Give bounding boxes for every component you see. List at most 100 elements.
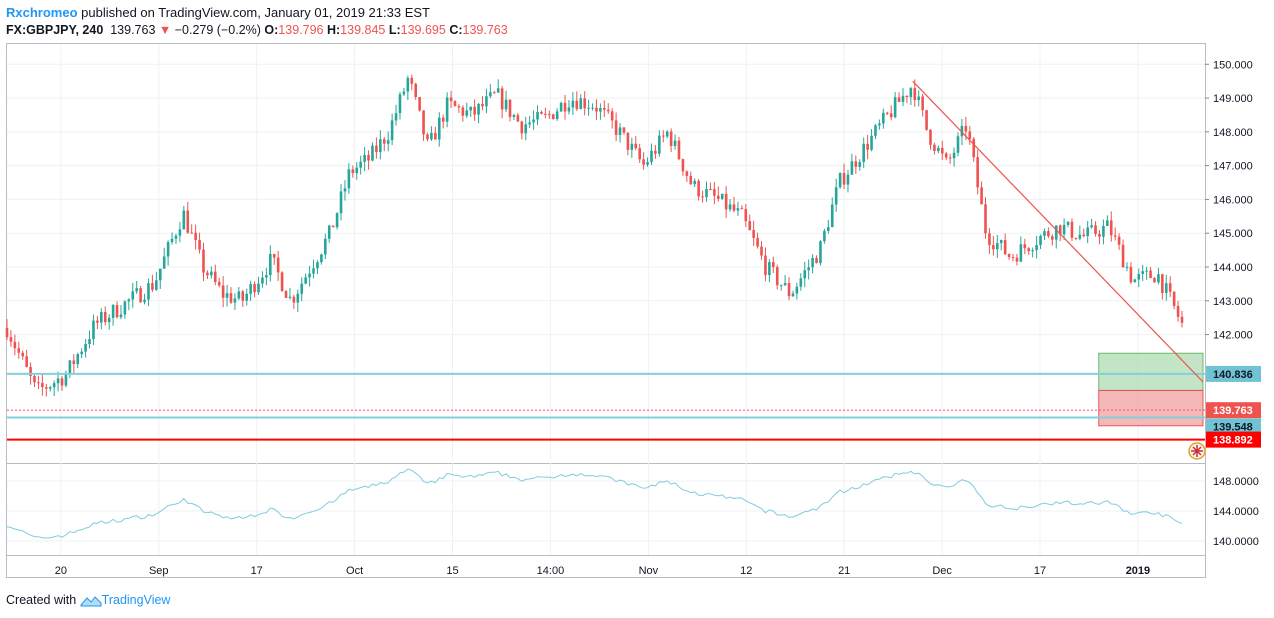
candle-body [551,114,555,119]
candle-body [548,114,551,116]
candle-body [996,243,999,250]
candle-body [80,351,83,355]
candle-body [48,387,52,389]
last-price: 139.763 [110,23,156,37]
candle-body [646,162,649,165]
candle-body [1007,254,1011,258]
candle-body [882,112,885,124]
price-level-badge [1206,365,1261,382]
time-tick-label: Sep [149,565,169,577]
candle-body [1157,274,1160,283]
time-tick-label: Oct [346,565,363,577]
candle-body [937,147,940,152]
candle-body [618,127,622,135]
candle-body [630,143,634,150]
candle-body [1125,266,1129,268]
candle-body [418,97,421,111]
candle-body [905,95,909,98]
candle-body [1043,231,1046,236]
candle-body [430,132,433,140]
candle-body [838,172,842,188]
position-zone[interactable] [1098,352,1204,427]
flag-icon[interactable] [1188,442,1206,460]
candle-body [410,77,414,84]
candle-body [508,99,512,117]
candle-body [889,113,893,118]
candle-body [174,235,178,239]
candle-body [921,96,924,111]
candle-body [830,204,834,228]
candle-body [500,88,504,110]
candle-body [445,97,449,122]
candle-body [587,107,590,109]
candle-body [689,175,693,185]
candle-body [992,245,995,250]
tradingview-brand[interactable]: TradingView [101,593,171,607]
price-level-label: 140.836 [1213,369,1253,381]
candle-body [650,150,653,163]
candle-body [1109,220,1113,236]
candle-body [261,277,264,284]
candle-body [406,77,410,92]
candle-body [434,132,437,140]
candle-body [933,144,936,152]
candle-body [469,106,473,111]
time-tick-label: 14:00 [537,565,565,577]
candle-body [599,108,602,112]
candle-body [316,262,319,269]
close-label: C: [449,23,463,37]
candle-body [233,298,237,303]
candle-body [893,97,897,118]
candle-body [634,143,638,149]
downtrend-line [912,80,1204,383]
candle-body [331,225,335,228]
candle-body [217,281,221,286]
candle-body [135,288,138,292]
candle-body [229,293,233,303]
candle-body [658,135,661,154]
candle-body [571,100,575,108]
candle-body [1117,236,1121,245]
candle-body [583,98,586,109]
candle-body [449,97,453,102]
candle-body [151,283,154,290]
candle-body [194,232,197,241]
candle-body [1047,231,1050,237]
candle-body [732,204,736,211]
candle-body [1133,279,1137,283]
candle-body [288,296,292,298]
candle-body [579,98,583,110]
candle-body [300,283,304,294]
candle-body [728,204,732,210]
candle-body [379,139,382,152]
candle-body [1003,240,1007,255]
candle-body [253,284,256,293]
price-tick-label: 142.000 [1213,330,1253,342]
candle-body [866,143,869,150]
trendline[interactable] [912,80,1204,383]
horizontal-levels[interactable] [7,372,1205,441]
candle-body [748,221,752,231]
candle-body [339,191,343,214]
candle-body [276,257,280,273]
candle-body [772,262,775,268]
author-name[interactable]: Rxchromeo [6,5,78,20]
candle-body [355,167,359,174]
publish-info: Rxchromeo published on TradingView.com, … [6,5,430,20]
price-tick-label: 146.000 [1213,194,1253,206]
candle-body [394,113,398,121]
candle-body [131,291,135,300]
candle-body [1031,250,1034,252]
candle-body [775,267,779,286]
candle-body [457,106,461,108]
candle-body [88,339,91,345]
candle-body [324,238,327,255]
candle-body [107,317,111,323]
candle-body [1015,257,1019,262]
candle-body [980,187,983,205]
candle-body [170,238,174,243]
candle-body [296,293,300,303]
price-level-label: 139.763 [1213,405,1253,417]
candle-body [610,111,614,121]
